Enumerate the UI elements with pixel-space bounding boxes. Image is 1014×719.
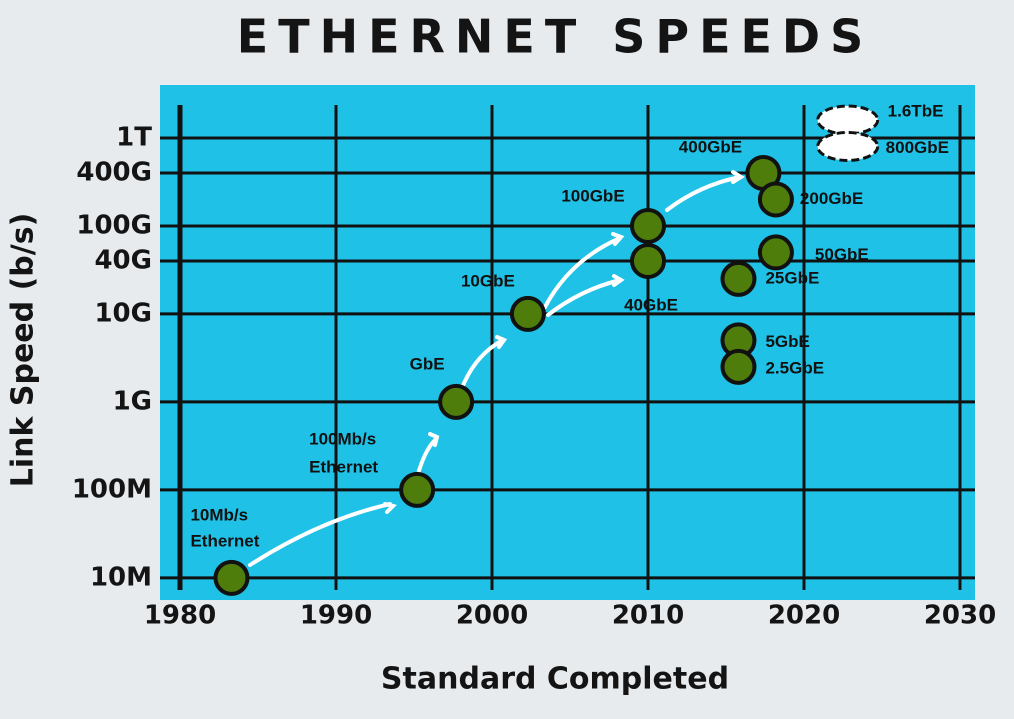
arrow-head — [611, 232, 625, 246]
point-label: 5GbE — [765, 332, 809, 351]
y-tick-label: 1G — [113, 386, 152, 416]
y-tick-label: 10G — [94, 298, 152, 328]
point — [630, 207, 666, 244]
point-label: 100Mb/s — [309, 429, 376, 448]
arrow — [543, 236, 622, 309]
planned-point — [816, 104, 880, 136]
arrow-head — [731, 170, 745, 184]
arrow-head — [495, 335, 508, 349]
arrow — [248, 502, 392, 567]
arrow-head — [383, 502, 397, 514]
y-axis-label: Link Speed (b/s) — [6, 213, 41, 488]
point-label: 10Mb/s — [190, 505, 248, 524]
point-label: 50GbE — [815, 245, 869, 264]
arrow — [546, 278, 622, 317]
point-label: Ethernet — [309, 457, 378, 476]
arrow-head — [428, 432, 440, 447]
chart-title: ETHERNET SPEEDS — [237, 10, 873, 64]
point — [213, 559, 250, 596]
arrows — [248, 170, 745, 567]
point-label: 25GbE — [765, 268, 819, 287]
point-label: 400GbE — [679, 137, 742, 156]
point-label: 1.6TbE — [888, 101, 944, 120]
point — [720, 348, 757, 385]
x-tick-label: 2000 — [456, 601, 528, 631]
arrow-head — [612, 274, 625, 287]
point — [757, 181, 794, 218]
y-tick-label: 1T — [116, 122, 152, 152]
y-tick-label: 40G — [94, 245, 152, 275]
point-label: 800GbE — [886, 138, 949, 157]
point — [630, 242, 666, 279]
point — [757, 234, 794, 271]
x-tick-label: 2030 — [924, 601, 996, 631]
y-tick-label: 400G — [76, 157, 152, 187]
point-label: 200GbE — [800, 189, 863, 208]
arrow — [665, 175, 742, 212]
x-tick-label: 2010 — [612, 601, 684, 631]
point — [438, 383, 475, 420]
point-label: 40GbE — [624, 295, 678, 314]
x-tick-label: 2020 — [768, 601, 840, 631]
point — [720, 260, 757, 297]
point — [509, 295, 546, 332]
arrow — [416, 438, 437, 476]
point-label: Ethernet — [190, 531, 259, 550]
y-tick-label: 100G — [76, 210, 152, 240]
point-label: GbE — [410, 354, 445, 373]
planned-point — [816, 130, 880, 162]
point — [399, 471, 436, 508]
point-label: 10GbE — [461, 271, 515, 290]
y-tick-label: 10M — [90, 562, 152, 592]
marks: 10Mb/s Ethernet 100Mb/s Ethernet GbE 10GbE 40G… — [190, 101, 949, 596]
arrow — [460, 338, 505, 390]
x-axis-label: Standard Completed — [381, 662, 729, 697]
x-tick-label: 1990 — [300, 601, 372, 631]
plot-area — [160, 85, 975, 600]
point-label: 100GbE — [561, 186, 624, 205]
y-tick-label: 100M — [72, 474, 152, 504]
x-tick-label: 1980 — [144, 601, 216, 631]
point-label: 2.5GbE — [765, 358, 824, 377]
